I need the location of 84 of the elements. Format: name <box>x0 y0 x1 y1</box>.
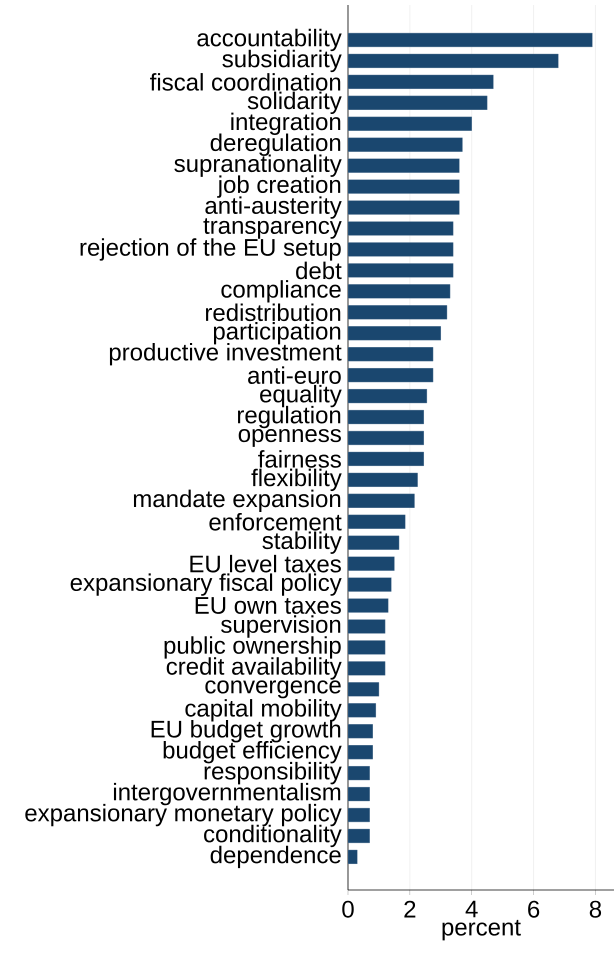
bar <box>348 96 488 110</box>
bar <box>348 410 424 424</box>
bar <box>348 598 388 613</box>
bar <box>348 556 394 571</box>
bar <box>348 661 386 676</box>
y-tick-label: EU budget growth <box>151 720 340 742</box>
y-tick-label: fiscal coordination <box>150 73 340 91</box>
bar <box>348 200 460 215</box>
y-tick-label: expansionary fiscal policy <box>70 573 342 596</box>
y-tick-label: mandate expansion <box>134 490 340 512</box>
bar <box>348 786 370 802</box>
y-tick-label: credit availability <box>166 657 342 680</box>
x-tick-label: 8 <box>590 900 601 918</box>
bar <box>348 472 418 487</box>
y-tick-label: stability <box>262 532 342 554</box>
y-tick-label: supervision <box>220 615 340 638</box>
bar <box>348 368 434 382</box>
bar <box>348 619 386 634</box>
bar <box>348 54 558 68</box>
bar <box>348 452 424 466</box>
y-tick-label: convergence <box>205 680 341 698</box>
y-tick-label: EU own taxes <box>196 597 341 614</box>
bar <box>348 514 406 529</box>
bar <box>348 536 400 550</box>
y-tick-label: participation <box>214 322 340 344</box>
y-tick-label: equality <box>260 384 342 408</box>
y-tick-label: flexibility <box>251 468 342 492</box>
bar <box>348 850 358 864</box>
bar <box>348 347 434 362</box>
y-tick-label: supranationality <box>174 154 342 177</box>
y-tick-label: fairness <box>258 450 341 468</box>
bar <box>348 74 494 89</box>
bar <box>348 808 370 822</box>
y-tick-label: productive investment <box>110 343 342 366</box>
bar <box>348 430 424 446</box>
bar <box>348 263 454 278</box>
y-tick-label: rejection of the EU setup <box>80 238 341 261</box>
y-tick-label: accountability <box>197 28 342 52</box>
y-tick-label: public ownership <box>164 636 341 659</box>
bar <box>348 326 441 340</box>
bar <box>348 158 460 173</box>
bar <box>348 577 392 592</box>
y-tick-label: solidarity <box>248 92 342 114</box>
y-tick-label: integration <box>231 112 340 135</box>
y-tick-label: openness <box>238 429 341 447</box>
bar <box>348 180 460 194</box>
y-tick-label: responsibility <box>204 762 342 784</box>
y-tick-label: capital mobility <box>185 699 342 722</box>
bar <box>348 745 373 760</box>
y-tick-label: redistribution <box>206 303 340 322</box>
y-tick-label: anti-euro <box>248 366 341 384</box>
bar <box>348 828 370 844</box>
y-tick-label: intergovernmentalism <box>114 782 340 806</box>
y-tick-label: subsidiarity <box>222 50 342 72</box>
bar <box>348 766 370 780</box>
bar <box>348 494 415 508</box>
bar <box>348 388 427 404</box>
bar <box>348 682 379 696</box>
x-tick-label: 0 <box>342 900 354 918</box>
x-tick-label: 2 <box>404 900 416 918</box>
x-tick-label: 4 <box>465 900 478 918</box>
y-tick-label: regulation <box>238 406 340 428</box>
bar <box>348 221 454 236</box>
y-tick-label: deregulation <box>210 134 340 156</box>
bar <box>348 284 450 298</box>
bar <box>348 138 462 152</box>
bar <box>348 703 376 718</box>
y-tick-label: EU level taxes <box>190 554 341 572</box>
x-tick-label: 6 <box>528 900 540 918</box>
y-tick-label: expansionary monetary policy <box>25 804 342 826</box>
y-tick-label: compliance <box>221 280 341 303</box>
bar <box>348 724 373 738</box>
y-tick-label: enforcement <box>209 512 342 531</box>
bar <box>348 640 386 655</box>
bar <box>348 305 447 320</box>
bar <box>348 116 472 131</box>
x-axis-title: percent <box>442 920 521 940</box>
y-tick-label: dependence <box>210 846 341 868</box>
y-tick-label: anti-austerity <box>205 196 342 219</box>
y-tick-label: debt <box>296 262 342 280</box>
bar <box>348 32 592 48</box>
y-tick-label: transparency <box>203 218 342 239</box>
y-tick-label: conditionality <box>204 824 342 848</box>
bar <box>348 242 454 257</box>
